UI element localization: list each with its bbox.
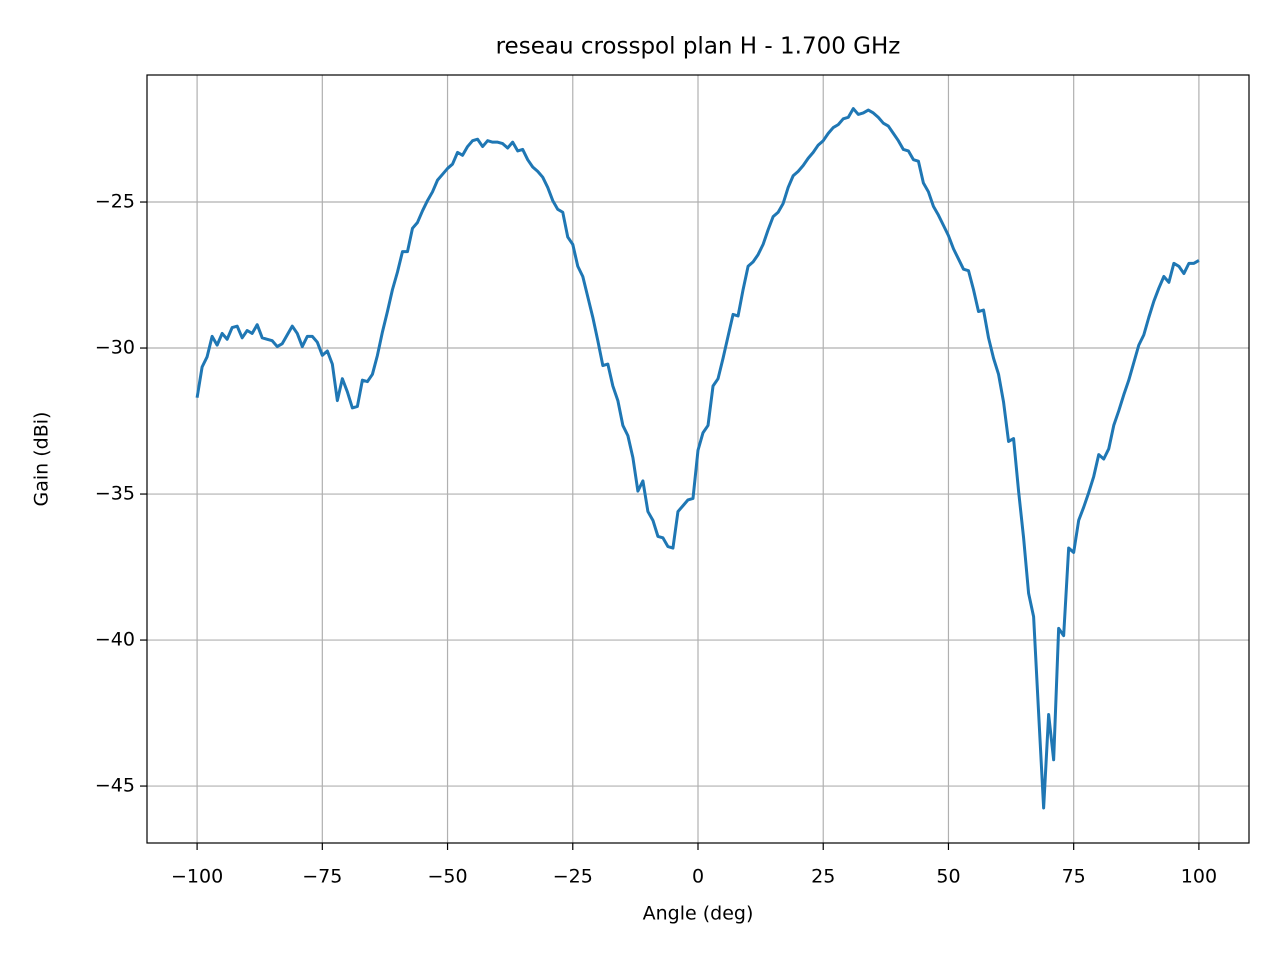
y-tick-label: −25 [95, 191, 135, 213]
y-tick-label: −35 [95, 483, 135, 505]
x-tick-label: −25 [553, 866, 593, 888]
x-tick-label: 75 [1062, 866, 1086, 888]
y-tick-label: −30 [95, 337, 135, 359]
x-axis-label: Angle (deg) [643, 903, 754, 925]
data-line [195, 107, 1200, 810]
x-tick-label: 25 [811, 866, 835, 888]
y-axis-label: Gain (dBi) [31, 412, 53, 507]
y-tick-label: −40 [95, 629, 135, 651]
x-tick-label: 100 [1181, 866, 1217, 888]
plot-frame [146, 74, 1250, 844]
chart-title: reseau crosspol plan H - 1.700 GHz [496, 34, 901, 60]
x-tick-label: 0 [692, 866, 704, 888]
x-tick-label: −75 [302, 866, 342, 888]
x-tick-label: 50 [936, 866, 960, 888]
y-tick-label: −45 [95, 775, 135, 797]
x-tick-label: −100 [171, 866, 223, 888]
x-tick-label: −50 [427, 866, 467, 888]
